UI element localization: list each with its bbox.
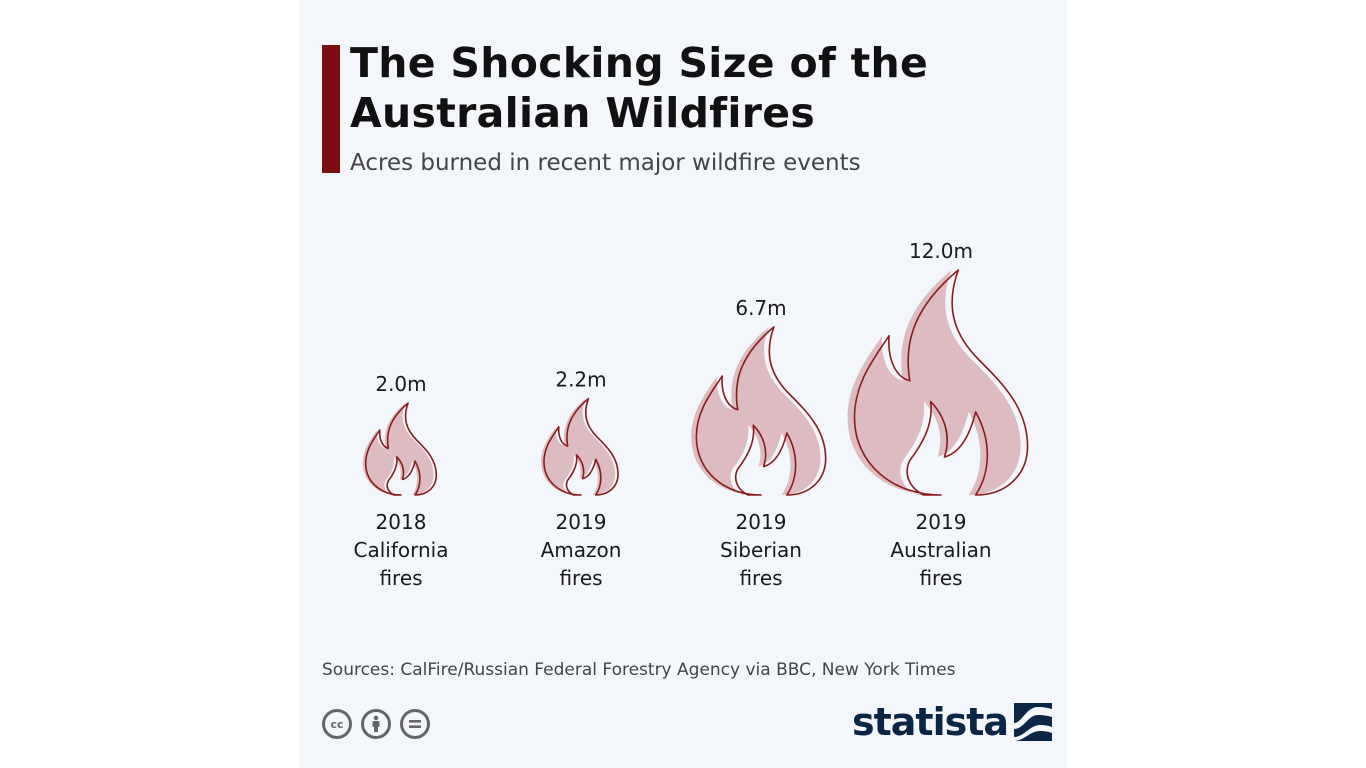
- chart-subtitle: Acres burned in recent major wildfire ev…: [350, 150, 861, 176]
- category-label-2: 2019 Amazon fires: [540, 510, 622, 590]
- value-label-3: 6.7m: [735, 296, 786, 320]
- flame-mark-4: [847, 269, 1029, 496]
- title-accent-bar: [322, 45, 340, 173]
- statista-logo-icon: [1014, 703, 1053, 741]
- flame-fill-1: [362, 403, 434, 495]
- statista-logo: statista: [852, 700, 1053, 744]
- flame-chart: 2.0m 2.2m 6.7m 12.0m: [362, 239, 1029, 496]
- license-icons: cc: [322, 709, 430, 739]
- brand-wordmark: statista: [852, 700, 1009, 744]
- value-label-2: 2.2m: [555, 368, 606, 392]
- value-label-4: 12.0m: [909, 239, 973, 263]
- category-label-4: 2019 Australian fires: [890, 510, 992, 590]
- flame-mark-3: [691, 326, 827, 496]
- flame-outline-3: [695, 326, 827, 496]
- category-label-3: 2019 Siberian fires: [720, 510, 802, 590]
- flame-mark-1: [362, 402, 438, 496]
- flame-fill-4: [847, 270, 1021, 495]
- creative-commons-icon: cc: [322, 709, 352, 739]
- category-label-1: 2018 California fires: [353, 510, 449, 590]
- attribution-icon: [361, 709, 391, 739]
- infographic-card: The Shocking Size of the Australian Wild…: [299, 0, 1067, 768]
- flame-fill-3: [691, 326, 821, 495]
- source-note: Sources: CalFire/Russian Federal Forestr…: [322, 660, 956, 680]
- flame-fill-2: [540, 398, 616, 495]
- flame-outline-2: [543, 397, 619, 496]
- value-label-1: 2.0m: [375, 372, 426, 396]
- flame-outline-4: [853, 269, 1029, 496]
- no-derivatives-icon: [400, 709, 430, 739]
- flame-mark-2: [540, 397, 619, 496]
- flame-outline-1: [364, 402, 438, 496]
- chart-title: The Shocking Size of the Australian Wild…: [350, 39, 929, 137]
